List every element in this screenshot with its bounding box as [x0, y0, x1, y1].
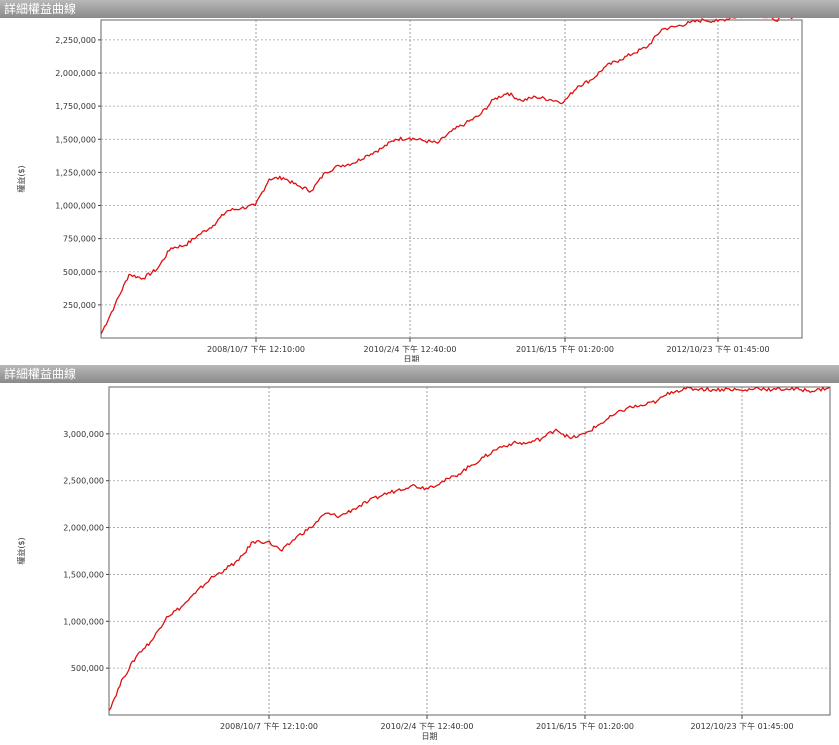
x-tick-label: 2010/2/4 下午 12:40:00 — [381, 721, 474, 731]
chart-title-2: 詳細權益曲線 — [0, 365, 839, 383]
y-tick-label: 2,500,000 — [63, 477, 104, 486]
x-tick-label: 2008/10/7 下午 12:10:00 — [220, 721, 318, 731]
plot-area — [100, 19, 803, 339]
equity-series-line — [108, 386, 831, 711]
y-tick-label: 250,000 — [63, 301, 96, 310]
equity-series-line — [100, 18, 797, 335]
y-tick-label: 2,250,000 — [55, 36, 96, 45]
chart-title-1: 詳細權益曲線 — [0, 0, 839, 18]
x-tick-label: 2010/2/4 下午 12:40:00 — [364, 344, 457, 354]
y-tick-label: 3,000,000 — [63, 430, 104, 439]
equity-chart-2: 500,000 1,000,000 1,500,000 2,000,000 2,500,… — [16, 386, 831, 741]
x-tick-label: 2012/10/23 下午 01:45:00 — [666, 344, 769, 354]
plot-area — [108, 386, 831, 716]
x-tick-label: 2012/10/23 下午 01:45:00 — [690, 721, 793, 731]
y-tick-label: 1,250,000 — [55, 168, 96, 177]
y-tick-label: 500,000 — [71, 664, 104, 673]
y-tick-label: 1,500,000 — [63, 570, 104, 579]
x-tick-label: 2008/10/7 下午 12:10:00 — [207, 344, 305, 354]
x-tick-label: 2011/6/15 下午 01:20:00 — [536, 721, 634, 731]
y-tick-label: 1,500,000 — [55, 135, 96, 144]
equity-chart-1: 250,000 500,000 750,000 1,000,000 1,250,000 1… — [16, 18, 803, 362]
x-tick-label: 2011/6/15 下午 01:20:00 — [516, 344, 614, 354]
x-axis-label: 日期 — [422, 732, 438, 741]
y-tick-label: 1,750,000 — [55, 102, 96, 111]
y-axis-label: 權益($) — [16, 165, 26, 192]
equity-chart-panel-1: 詳細權益曲線 250,000 500,000 750,000 1,000,000 1,2… — [0, 0, 839, 362]
y-tick-label: 2,000,000 — [55, 69, 96, 78]
y-axis-label: 權益($) — [16, 537, 26, 564]
y-tick-label: 1,000,000 — [55, 202, 96, 211]
y-tick-label: 2,000,000 — [63, 524, 104, 533]
y-tick-label: 1,000,000 — [63, 617, 104, 626]
y-tick-label: 750,000 — [63, 235, 96, 244]
y-tick-label: 500,000 — [63, 268, 96, 277]
equity-chart-panel-2: 詳細權益曲線 500,000 1,000,000 1,500,000 2,000,00… — [0, 365, 839, 745]
x-axis-label: 日期 — [404, 355, 420, 362]
